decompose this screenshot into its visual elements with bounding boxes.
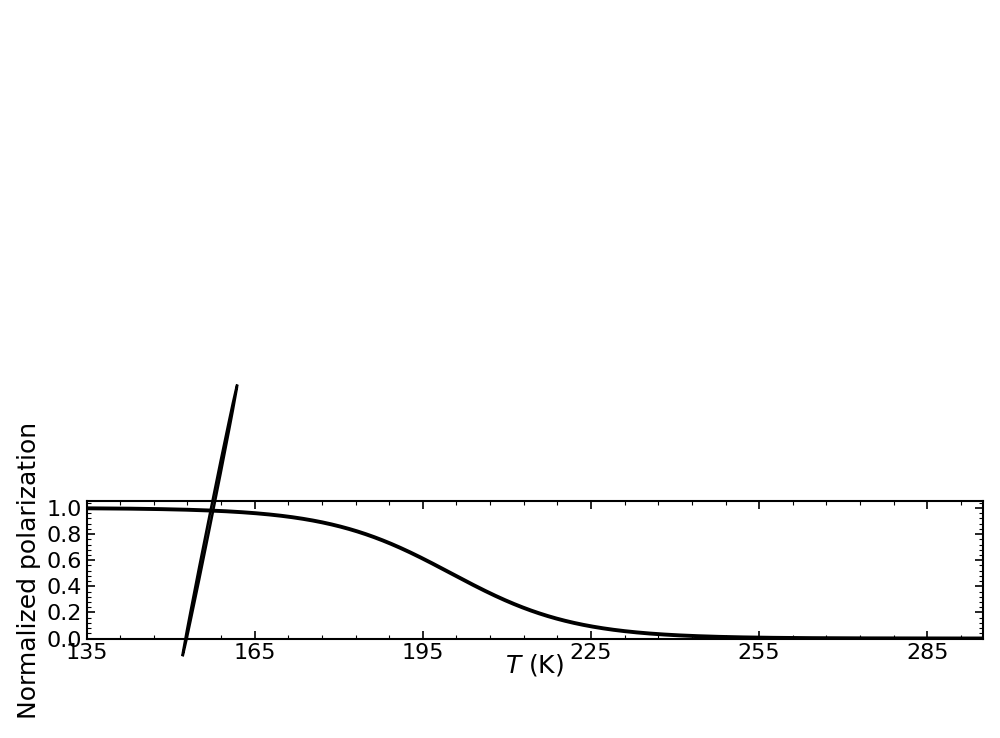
Y-axis label: Normalized polarization: Normalized polarization (17, 421, 41, 719)
Text: $T$ (K): $T$ (K) (505, 652, 564, 678)
